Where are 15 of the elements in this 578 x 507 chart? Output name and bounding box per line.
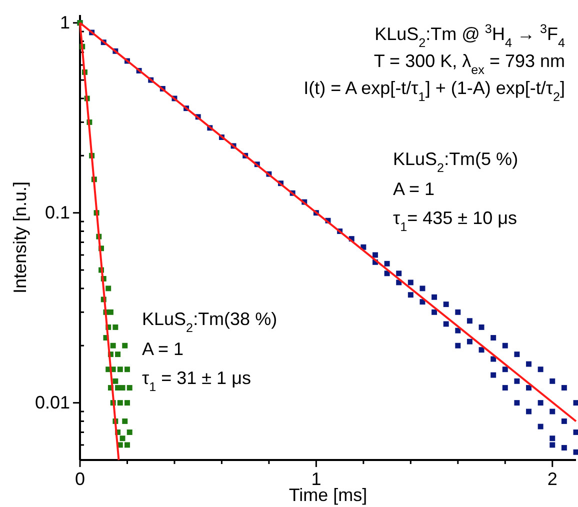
y-tick-label: 0.1 xyxy=(44,202,70,223)
annotation: A = 1 xyxy=(142,339,184,359)
annotation: I(t) = A exp[-t/τ$_{1}$] + (1-A) exp[-t/τ$_{2}$] xyxy=(304,78,565,104)
text: KLuS$_{2}$:Tm @ $^{3}$H$_{4}$ → $^{3}$F$_{4}$ xyxy=(374,22,565,50)
annotation: A = 1 xyxy=(393,179,435,199)
annotation: τ$_{1}$= 435 ± 10 μs xyxy=(393,208,517,234)
y-tick-label: 0.01 xyxy=(34,392,70,413)
x-tick-label: 0 xyxy=(74,469,86,490)
annotation: T = 300 K, λ$_{ex}$ = 793 nm xyxy=(374,51,565,77)
annotation: KLuS$_{2}$:Tm(5 %) xyxy=(393,149,518,175)
annotation: τ$_{1}$ = 31 ± 1 μs xyxy=(142,368,251,394)
annotation: KLuS$_{2}$:Tm(38 %) xyxy=(142,309,278,335)
y-axis-title: Intensity [n.u.] xyxy=(10,181,30,294)
y-tick-label: 1 xyxy=(60,12,70,33)
x-tick-label: 2 xyxy=(547,469,558,490)
